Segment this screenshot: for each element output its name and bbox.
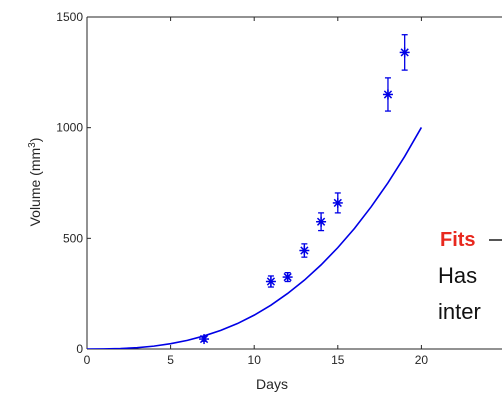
marker-stroke bbox=[300, 246, 309, 255]
data-point bbox=[332, 192, 343, 214]
x-tick-label: 0 bbox=[84, 353, 91, 367]
x-tick-label: 10 bbox=[248, 353, 262, 367]
data-point bbox=[382, 77, 393, 112]
y-axis-label: Volume (mm3) bbox=[27, 138, 43, 227]
data-point bbox=[282, 271, 293, 283]
fit-curve bbox=[87, 127, 423, 349]
x-tick-label: 15 bbox=[331, 353, 345, 367]
marker-stroke bbox=[266, 277, 276, 286]
chart-marks bbox=[87, 34, 423, 349]
data-point bbox=[265, 275, 276, 288]
axes: 050010001500051015202 bbox=[56, 10, 502, 367]
data-point bbox=[316, 212, 327, 232]
marker-stroke bbox=[199, 334, 209, 344]
marker-stroke bbox=[316, 217, 326, 226]
marker-stroke bbox=[383, 90, 393, 99]
y-tick-label: 1000 bbox=[56, 121, 83, 135]
marker-stroke bbox=[333, 198, 342, 208]
overlay-text-line-2: inter bbox=[438, 299, 481, 324]
y-tick-label: 1500 bbox=[56, 10, 83, 24]
overlay-title: Fits bbox=[440, 229, 476, 251]
overlay-text-line-1: Has bbox=[438, 263, 478, 288]
marker-stroke bbox=[283, 272, 292, 282]
data-point bbox=[199, 334, 210, 345]
overlay-dash bbox=[489, 239, 502, 241]
x-tick-label: 5 bbox=[167, 353, 174, 367]
x-tick-label: 20 bbox=[415, 353, 429, 367]
y-tick-label: 0 bbox=[76, 342, 83, 356]
y-tick-label: 500 bbox=[63, 231, 83, 245]
marker-stroke bbox=[400, 48, 409, 57]
data-point bbox=[399, 34, 410, 71]
data-point bbox=[299, 243, 310, 258]
x-axis-label: Days bbox=[256, 376, 288, 392]
